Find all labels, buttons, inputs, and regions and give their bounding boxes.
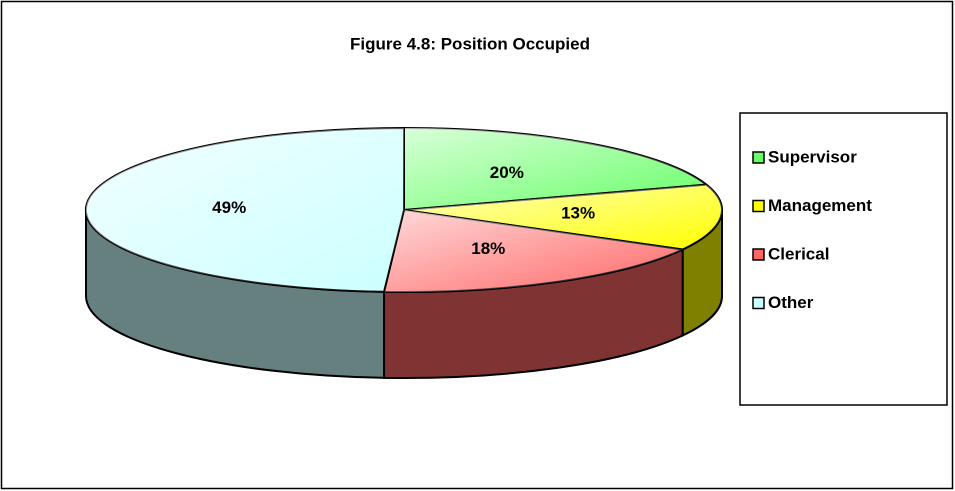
legend-swatch bbox=[752, 199, 765, 213]
legend-label: Other bbox=[768, 293, 814, 312]
slice-shine bbox=[85, 127, 404, 292]
legend-swatch bbox=[752, 248, 765, 261]
legend-label: Management bbox=[768, 196, 872, 215]
slice-shine bbox=[384, 210, 683, 293]
legend-swatch bbox=[752, 296, 765, 310]
pie-tops bbox=[84, 126, 723, 293]
legend-swatch bbox=[752, 151, 765, 164]
chart-title: Figure 4.8: Position Occupied bbox=[350, 34, 590, 53]
legend-label: Clerical bbox=[768, 244, 829, 263]
slice-shine bbox=[404, 184, 723, 250]
labels: 20% Supervisor 13% Management 18% Clerical 49%… bbox=[212, 147, 872, 312]
slice-shine bbox=[404, 128, 707, 210]
data-label: 20% bbox=[490, 163, 524, 182]
legend-label: Supervisor bbox=[768, 147, 857, 166]
legend-box bbox=[739, 112, 948, 406]
data-label: 13% bbox=[561, 204, 595, 223]
data-label: 18% bbox=[471, 239, 505, 258]
data-label: 49% bbox=[212, 198, 246, 217]
